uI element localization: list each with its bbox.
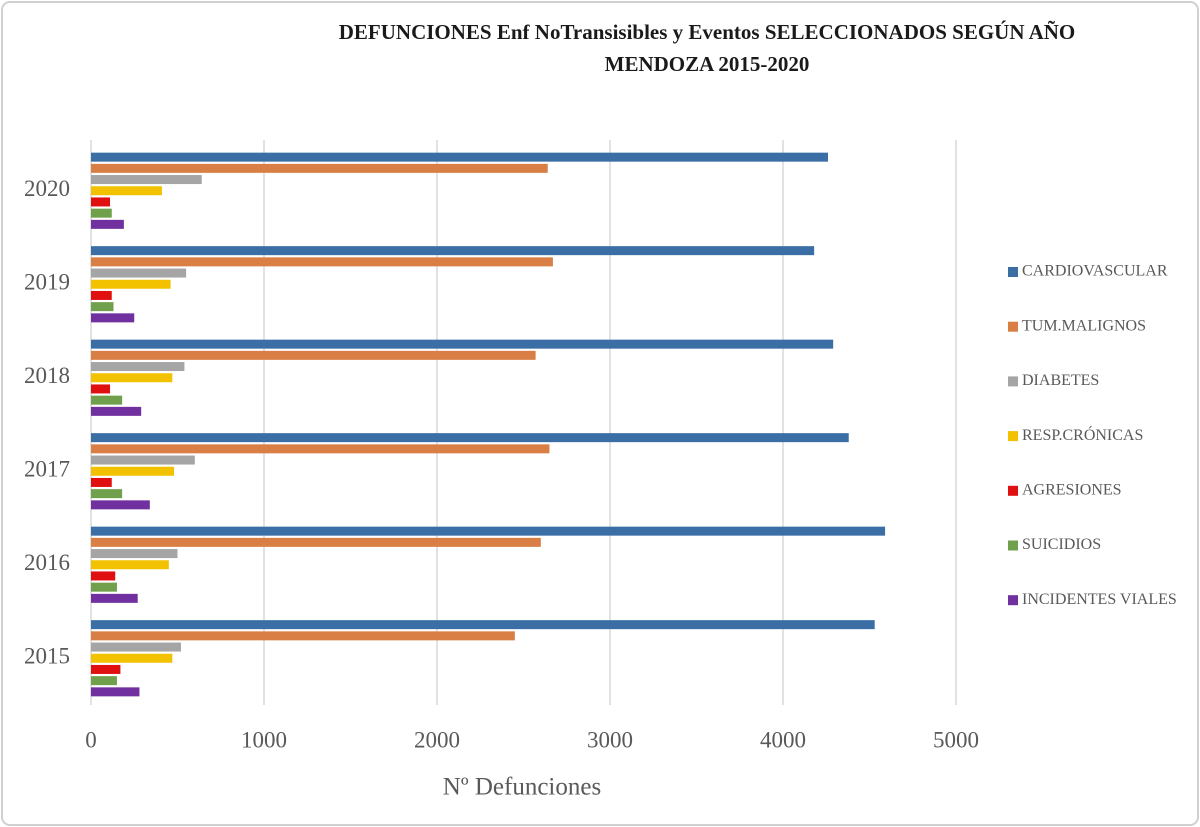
bar [91, 350, 536, 360]
legend-label: AGRESIONES [1022, 481, 1122, 498]
legend-swatch [1008, 485, 1018, 496]
y-tick-label: 2018 [24, 363, 70, 388]
bar [91, 489, 123, 499]
x-tick-label: 0 [85, 727, 97, 752]
legend-label: TUM.MALIGNOS [1022, 317, 1146, 334]
bar [91, 433, 849, 443]
y-tick-label: 2019 [24, 270, 70, 295]
bar [91, 302, 114, 312]
chart-title: DEFUNCIONES Enf NoTransisibles y Eventos… [339, 20, 1076, 44]
x-tick-label: 2000 [414, 727, 460, 752]
chart-subtitle: MENDOZA 2015-2020 [605, 52, 810, 76]
bar [91, 152, 828, 162]
legend-swatch [1008, 431, 1018, 442]
bar [91, 620, 875, 630]
x-tick-label: 3000 [587, 727, 633, 752]
bar [91, 163, 548, 173]
legend-swatch [1008, 595, 1018, 606]
bar [91, 339, 834, 349]
bar [91, 653, 173, 663]
bar [91, 268, 187, 278]
x-axis-label: Nº Defunciones [443, 774, 601, 801]
bar [91, 257, 553, 267]
bar [91, 593, 138, 603]
legend-label: RESP.CRÓNICAS [1022, 425, 1143, 444]
bar [91, 219, 124, 229]
bar [91, 406, 142, 416]
legend-swatch [1008, 376, 1018, 387]
bar [91, 444, 550, 454]
bar [91, 384, 111, 394]
bar [91, 246, 815, 256]
bar [91, 373, 173, 383]
legend-label: CARDIOVASCULAR [1022, 263, 1168, 280]
legend-label: SUICIDIOS [1022, 536, 1101, 553]
x-tick-label: 1000 [241, 727, 287, 752]
bar [91, 175, 202, 185]
bar [91, 571, 116, 581]
legend-swatch [1008, 267, 1018, 277]
bar [91, 186, 162, 196]
bar [91, 560, 169, 570]
x-tick-label: 4000 [760, 727, 806, 752]
bar [91, 279, 171, 289]
bar [91, 526, 886, 536]
bar [91, 395, 123, 405]
bar [91, 466, 175, 476]
legend-swatch [1008, 540, 1018, 551]
bar [91, 582, 117, 592]
bar [91, 208, 112, 218]
legend-label: INCIDENTES VIALES [1022, 591, 1177, 608]
bar [91, 313, 135, 323]
bar [91, 362, 185, 372]
x-tick-label: 5000 [933, 727, 979, 752]
bar [91, 537, 541, 547]
bar [91, 455, 195, 465]
bar [91, 664, 121, 674]
bar [91, 687, 140, 697]
y-tick-label: 2015 [24, 644, 70, 669]
bar [91, 477, 112, 487]
legend-swatch [1008, 321, 1018, 332]
y-tick-label: 2016 [24, 550, 70, 575]
bar [91, 549, 178, 559]
bar [91, 197, 111, 207]
bar [91, 642, 181, 652]
bar [91, 676, 117, 686]
bar [91, 290, 112, 300]
legend-label: DIABETES [1022, 372, 1099, 389]
bar [91, 500, 150, 510]
y-tick-label: 2017 [24, 457, 70, 482]
y-tick-label: 2020 [24, 176, 70, 201]
bar [91, 631, 515, 641]
